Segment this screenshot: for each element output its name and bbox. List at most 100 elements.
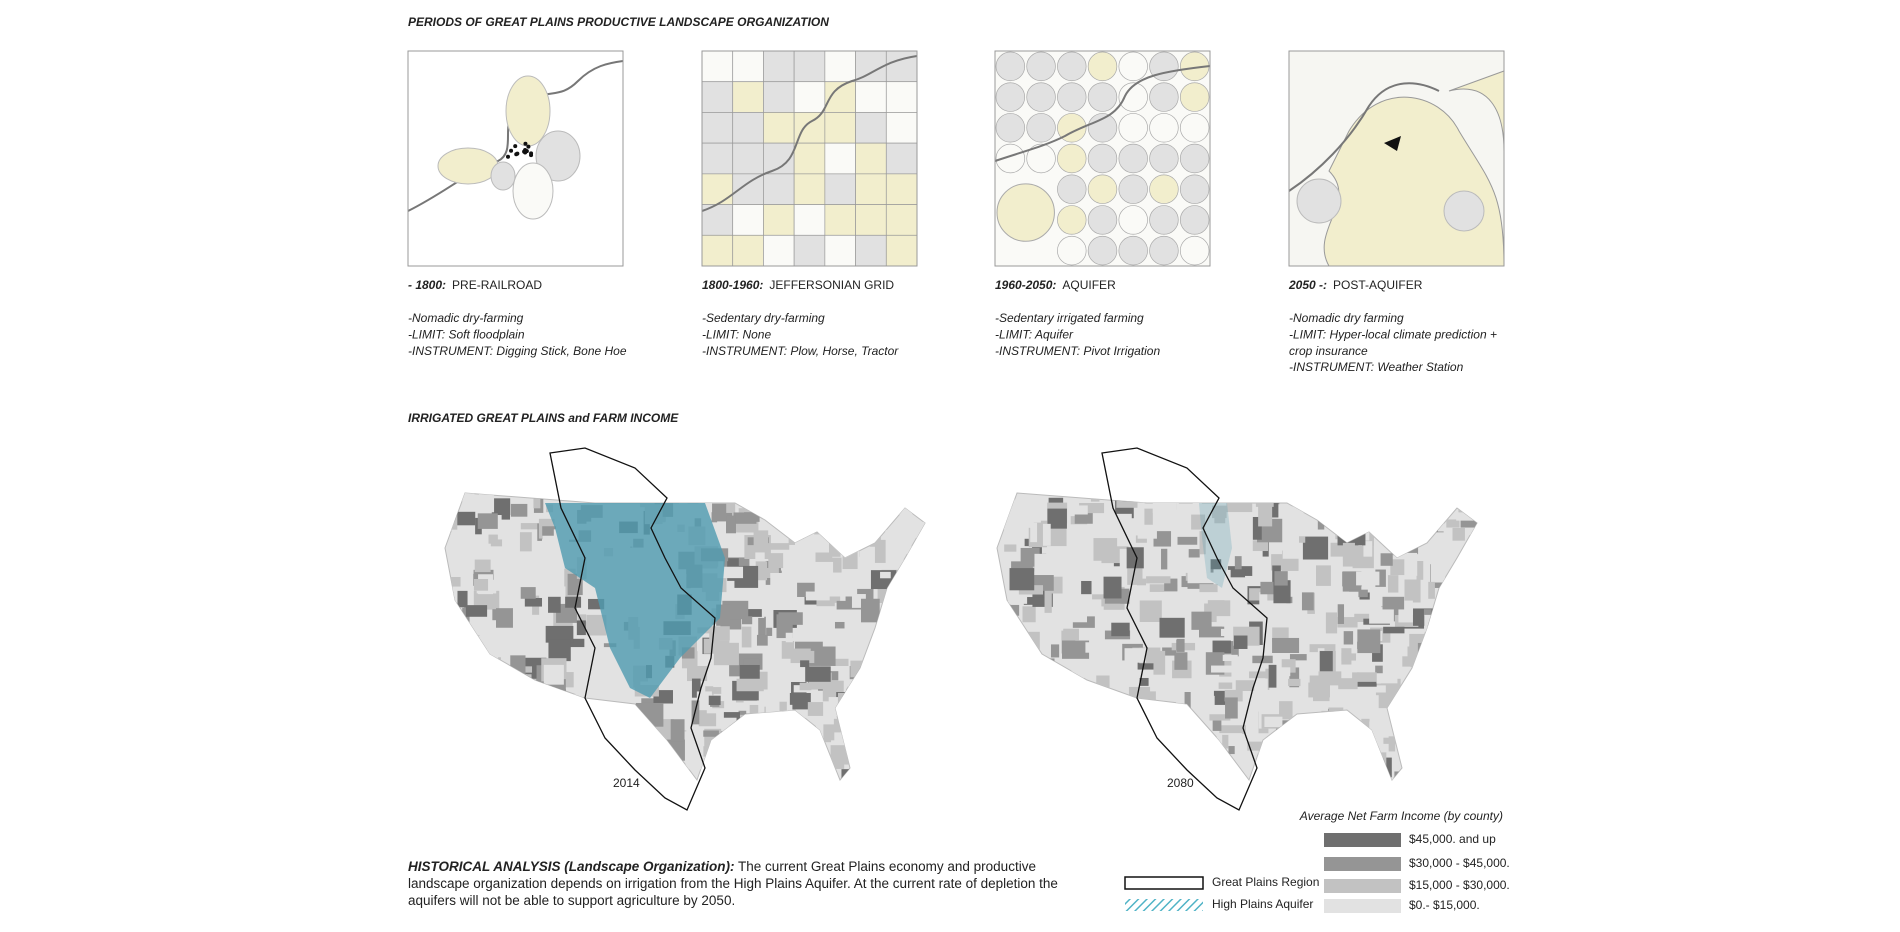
county — [526, 707, 536, 723]
county — [492, 609, 500, 621]
county — [1005, 735, 1016, 743]
county — [1428, 782, 1436, 801]
county — [657, 779, 672, 780]
county — [1415, 740, 1444, 763]
county — [756, 497, 783, 505]
county — [717, 566, 744, 579]
county — [997, 690, 1000, 713]
county — [890, 493, 898, 506]
county — [757, 746, 772, 769]
county — [473, 590, 500, 610]
pivot — [1087, 82, 1118, 112]
county — [445, 612, 447, 623]
county — [743, 658, 760, 665]
pivot — [1026, 82, 1056, 112]
period-heading: 1800-1960: JEFFERSONIAN GRID — [702, 278, 894, 292]
county — [457, 590, 468, 608]
county — [1256, 678, 1268, 701]
county — [460, 493, 475, 502]
county — [856, 762, 876, 780]
legend-swatch — [1124, 876, 1204, 890]
county — [883, 761, 905, 780]
county — [1181, 576, 1188, 588]
county — [841, 500, 853, 511]
county — [1329, 761, 1354, 775]
county — [1325, 612, 1338, 634]
county — [576, 620, 586, 636]
county — [836, 600, 862, 610]
county — [1118, 774, 1126, 780]
legend-label: $30,000 - $45,000. — [1409, 856, 1510, 870]
county — [445, 506, 458, 530]
grid-cell — [763, 112, 795, 144]
county — [760, 508, 777, 516]
county — [903, 724, 914, 735]
grid-cell — [763, 234, 795, 267]
county — [588, 598, 605, 610]
county — [1437, 517, 1445, 532]
county — [729, 786, 737, 795]
county — [872, 643, 898, 663]
county — [1333, 725, 1351, 739]
county — [519, 532, 532, 552]
pivot — [1118, 235, 1148, 266]
pivot — [995, 113, 1026, 143]
river — [701, 55, 918, 212]
county — [1003, 678, 1023, 689]
legend-title: Average Net Farm Income (by county) — [1299, 809, 1503, 823]
county — [643, 769, 665, 780]
county — [528, 739, 547, 748]
county — [877, 719, 895, 737]
county — [1276, 670, 1288, 683]
county — [548, 596, 561, 613]
county — [488, 534, 498, 544]
frame — [994, 50, 1211, 267]
county — [475, 635, 495, 657]
station — [1384, 136, 1401, 151]
county — [474, 740, 488, 752]
county — [783, 669, 808, 679]
county — [859, 725, 882, 748]
county — [1178, 725, 1196, 749]
legend-label: Great Plains Region — [1212, 875, 1319, 889]
county — [792, 493, 811, 495]
county — [1211, 665, 1232, 673]
county — [477, 679, 497, 696]
county — [1322, 734, 1345, 748]
grid-cell — [855, 173, 887, 205]
county — [1182, 557, 1211, 573]
county — [676, 748, 698, 757]
county — [778, 612, 803, 625]
county — [892, 737, 918, 752]
county — [1469, 631, 1477, 642]
county — [1169, 720, 1196, 745]
frame — [1288, 50, 1505, 267]
county — [537, 567, 557, 584]
field — [490, 161, 516, 191]
county — [1085, 642, 1102, 653]
county — [908, 726, 925, 749]
county — [912, 754, 925, 772]
county — [1300, 729, 1312, 742]
county — [1139, 677, 1149, 686]
county — [1111, 622, 1130, 637]
county — [1277, 736, 1303, 748]
frame — [407, 50, 624, 267]
county — [586, 614, 607, 636]
county — [1383, 626, 1405, 634]
county — [1124, 648, 1146, 663]
county — [681, 647, 695, 659]
field — [512, 162, 554, 220]
county — [1018, 744, 1026, 758]
county — [1369, 607, 1394, 624]
county — [1456, 638, 1477, 654]
county — [726, 493, 736, 513]
county — [708, 695, 721, 706]
county — [1087, 656, 1094, 673]
county — [822, 493, 831, 508]
grid-cell — [763, 173, 795, 205]
county — [823, 724, 835, 741]
county — [1103, 576, 1122, 599]
dot — [513, 144, 518, 149]
period-diagram — [1288, 50, 1505, 267]
